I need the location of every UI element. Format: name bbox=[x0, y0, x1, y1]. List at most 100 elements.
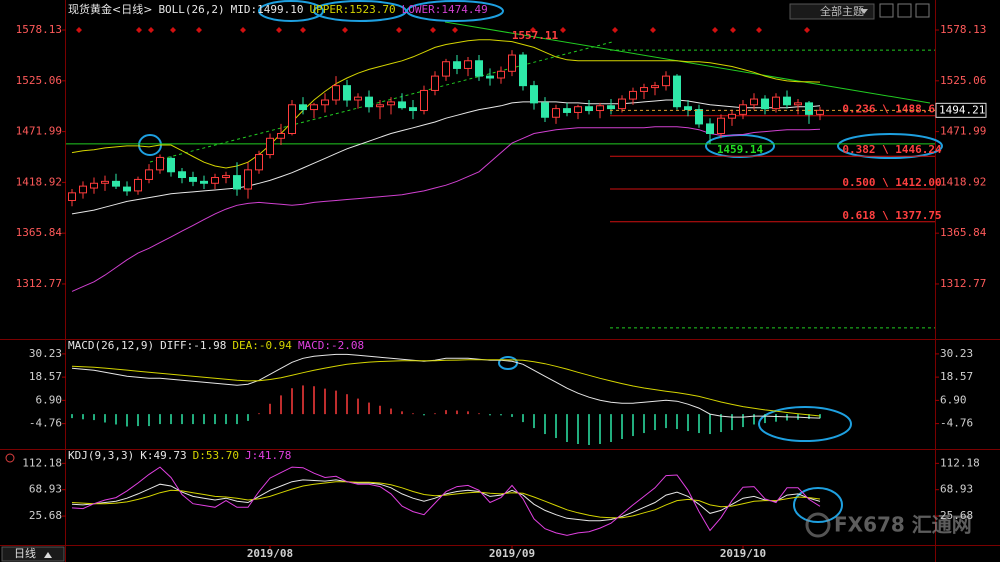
candle-body bbox=[618, 98, 626, 110]
period-button-label[interactable]: 日线 bbox=[14, 546, 36, 560]
y-tick-label: 1471.99 bbox=[940, 125, 986, 138]
candle-body bbox=[684, 106, 692, 111]
legend-entry: K:49.73 bbox=[140, 449, 186, 462]
candle-body bbox=[101, 180, 109, 184]
series-line bbox=[71, 126, 821, 292]
candle-body bbox=[332, 85, 340, 101]
candle-body bbox=[112, 180, 120, 187]
legend-entry: DIFF:-1.98 bbox=[160, 339, 226, 352]
trend-line bbox=[149, 41, 613, 163]
candle-body bbox=[629, 90, 637, 100]
candle-body bbox=[90, 182, 98, 189]
legend: MACD(26,12,9) DIFF:-1.98 DEA:-0.94 MACD:-2.… bbox=[68, 339, 364, 352]
candle-body bbox=[321, 99, 329, 106]
y-tick-label: 30.23 bbox=[29, 347, 62, 360]
period-button[interactable]: 日线 bbox=[1, 546, 65, 562]
candle-body bbox=[530, 85, 538, 104]
y-tick-label: 6.90 bbox=[940, 393, 967, 406]
candle-body bbox=[728, 113, 736, 119]
series-line bbox=[71, 353, 821, 419]
legend-entry: J:41.78 bbox=[245, 449, 291, 462]
y-tick-label: 1471.99 bbox=[16, 125, 62, 138]
y-tick-label: 1365.84 bbox=[940, 226, 987, 239]
legend-entry: BOLL(26,2) bbox=[158, 3, 224, 16]
candle-body bbox=[508, 54, 516, 72]
legend-entry: 现货黄金<日线> bbox=[68, 2, 152, 16]
y-tick-label: 1418.92 bbox=[16, 175, 62, 188]
candle-body bbox=[68, 192, 76, 201]
fib-label: 0.236 \ 1488.61 bbox=[842, 103, 942, 116]
candle-body bbox=[167, 157, 175, 173]
candle-body bbox=[673, 75, 681, 108]
candle-body bbox=[739, 104, 747, 115]
candle-body bbox=[376, 104, 384, 108]
candle-body bbox=[277, 133, 285, 139]
candle-body bbox=[442, 61, 450, 77]
candle-body bbox=[79, 185, 87, 194]
y-tick-label: 1312.77 bbox=[16, 277, 62, 290]
y-tick-label: 1578.13 bbox=[940, 23, 986, 36]
candle-body bbox=[453, 61, 461, 69]
candle-body bbox=[156, 156, 164, 171]
candle-body bbox=[123, 186, 131, 192]
x-tick-label: 2019/10 bbox=[720, 547, 766, 560]
legend-entry: D:53.70 bbox=[193, 449, 239, 462]
candle-body bbox=[310, 104, 318, 111]
candle-body bbox=[717, 117, 725, 135]
candle-body bbox=[343, 85, 351, 101]
legend-entry: MACD(26,12,9) bbox=[68, 339, 154, 352]
y-tick-label: 25.68 bbox=[940, 509, 973, 522]
series-line bbox=[71, 481, 821, 519]
theme-button[interactable]: 全部主题 bbox=[789, 3, 875, 20]
y-tick-label: 1525.06 bbox=[16, 74, 62, 87]
candle-body bbox=[574, 106, 582, 113]
candle-body bbox=[497, 70, 505, 79]
y-tick-label: -4.76 bbox=[940, 417, 973, 430]
y-tick-label: 25.68 bbox=[29, 509, 62, 522]
candle-body bbox=[662, 75, 670, 87]
candle-body bbox=[475, 60, 483, 77]
y-tick-label: 18.57 bbox=[940, 370, 973, 383]
candle-body bbox=[541, 102, 549, 118]
candle-body bbox=[640, 87, 648, 92]
y-tick-label: 1578.13 bbox=[16, 23, 62, 36]
candle-body bbox=[398, 101, 406, 109]
candle-body bbox=[178, 171, 186, 179]
candle-body bbox=[387, 101, 395, 106]
candle-body bbox=[486, 75, 494, 79]
window-buttons[interactable] bbox=[879, 3, 930, 18]
candle-body bbox=[200, 180, 208, 184]
y-tick-label: 68.93 bbox=[940, 483, 973, 496]
y-tick-label: -4.76 bbox=[29, 417, 62, 430]
y-tick-label: 1312.77 bbox=[940, 277, 986, 290]
candle-body bbox=[519, 54, 527, 87]
y-tick-label: 30.23 bbox=[940, 347, 973, 360]
legend-entry: MACD:-2.08 bbox=[298, 339, 364, 352]
candle-body bbox=[750, 98, 758, 106]
candle-body bbox=[299, 104, 307, 111]
candle-body bbox=[222, 175, 230, 179]
candle-body bbox=[244, 169, 252, 190]
candle-body bbox=[288, 104, 296, 135]
legend-entry: MID:1499.10 bbox=[231, 3, 304, 16]
y-tick-label: 18.57 bbox=[29, 370, 62, 383]
candle-body bbox=[794, 102, 802, 106]
candle-body bbox=[651, 85, 659, 89]
y-tick-label: 112.18 bbox=[940, 456, 980, 469]
candle-body bbox=[607, 105, 615, 110]
y-tick-label: 1418.92 bbox=[940, 175, 986, 188]
series-line bbox=[71, 466, 821, 536]
candle-body bbox=[596, 105, 604, 112]
series-line bbox=[71, 359, 821, 417]
trend-line bbox=[444, 21, 931, 104]
y-tick-label: 6.90 bbox=[36, 393, 63, 406]
series-line bbox=[71, 479, 821, 522]
series-line bbox=[71, 39, 821, 169]
legend: 现货黄金<日线> BOLL(26,2) MID:1499.10 UPPER:1523.… bbox=[68, 2, 488, 16]
candle-body bbox=[464, 60, 472, 69]
legend: KDJ(9,3,3) K:49.73 D:53.70 J:41.78 bbox=[68, 449, 291, 462]
theme-button-label[interactable]: 全部主题 bbox=[820, 4, 864, 18]
